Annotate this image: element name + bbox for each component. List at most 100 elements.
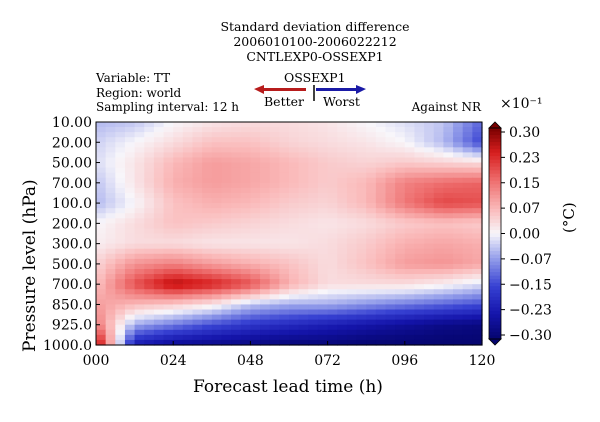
heatmap-cell <box>404 274 416 280</box>
heatmap-cell <box>182 263 194 270</box>
heatmap-cell <box>356 198 367 204</box>
heatmap-cell <box>153 137 165 143</box>
heatmap-cell <box>453 218 464 224</box>
heatmap-cell <box>182 142 194 148</box>
heatmap-cell <box>433 274 444 280</box>
heatmap-cell <box>211 253 223 260</box>
heatmap-cell <box>269 263 280 270</box>
heatmap-cell <box>240 142 251 148</box>
heatmap-cell <box>404 329 416 336</box>
heatmap-cell <box>221 238 232 245</box>
heatmap-cell <box>462 329 473 336</box>
colorbar-scale-factor: ×10⁻¹ <box>500 96 543 112</box>
heatmap-cell <box>356 213 367 219</box>
heatmap-cell <box>260 238 271 245</box>
heatmap-cell <box>173 172 184 179</box>
heatmap-cell <box>240 177 251 184</box>
heatmap-cell <box>395 213 406 219</box>
heatmap-cell <box>462 314 473 321</box>
heatmap-cell <box>144 177 155 184</box>
heatmap-cell <box>366 238 377 245</box>
heatmap-cell <box>269 213 280 219</box>
heatmap-cell <box>375 309 387 316</box>
heatmap-cell <box>124 152 136 159</box>
heatmap-cell <box>395 187 406 194</box>
heatmap-cell <box>221 223 232 230</box>
heatmap-cell <box>327 334 338 341</box>
heatmap-cell <box>462 289 473 295</box>
heatmap-cell <box>317 127 329 133</box>
heatmap-cell <box>192 238 203 245</box>
heatmap-cell <box>298 157 309 164</box>
heatmap-cell <box>231 192 242 199</box>
heatmap-cell <box>96 198 107 204</box>
heatmap-cell <box>462 172 473 179</box>
heatmap-cell <box>202 258 213 265</box>
colorbar-segment <box>489 177 501 182</box>
heatmap-cell <box>424 289 435 295</box>
heatmap-cell <box>163 198 174 204</box>
heatmap-cell <box>240 182 251 189</box>
heatmap-cell <box>202 253 213 260</box>
heatmap-cell <box>163 294 174 300</box>
heatmap-cell <box>124 198 136 204</box>
heatmap-cell <box>317 192 329 199</box>
heatmap-cell <box>308 223 319 230</box>
y-tick-label: 1000.0 <box>43 338 92 354</box>
heatmap-cell <box>327 218 338 224</box>
heatmap-cell <box>163 157 174 164</box>
heatmap-cell <box>443 299 454 306</box>
heatmap-cell <box>240 122 251 128</box>
heatmap-cell <box>250 223 261 230</box>
heatmap-cell <box>124 127 136 133</box>
heatmap-cell <box>279 309 290 316</box>
heatmap-cell <box>105 284 116 290</box>
heatmap-cell <box>105 314 116 321</box>
heatmap-cell <box>308 152 319 159</box>
heatmap-cell <box>453 309 464 316</box>
heatmap-cell <box>231 314 242 321</box>
heatmap-cell <box>163 203 174 209</box>
heatmap-cell <box>96 258 107 265</box>
heatmap-cell <box>337 253 348 260</box>
heatmap-cell <box>424 279 435 285</box>
heatmap-cell <box>202 309 213 316</box>
heatmap-cell <box>337 304 348 311</box>
heatmap-cell <box>163 172 174 179</box>
colorbar-segment <box>489 268 501 273</box>
heatmap-cell <box>308 182 319 189</box>
heatmap-cell <box>269 304 280 311</box>
heatmap-cell <box>153 248 165 255</box>
heatmap-cell <box>192 172 203 179</box>
heatmap-cell <box>231 218 242 224</box>
heatmap-cell <box>231 177 242 184</box>
heatmap-cell <box>337 268 348 275</box>
heatmap-cell <box>134 263 145 270</box>
heatmap-cell <box>462 263 473 270</box>
heatmap-cell <box>211 182 223 189</box>
heatmap-cell <box>395 192 406 199</box>
heatmap-cell <box>308 279 319 285</box>
heatmap-cell <box>182 243 194 250</box>
heatmap-cell <box>443 223 454 230</box>
heatmap-cell <box>231 238 242 245</box>
heatmap-cell <box>182 162 194 169</box>
heatmap-cell <box>260 279 271 285</box>
heatmap-cell <box>308 284 319 290</box>
heatmap-cell <box>289 192 300 199</box>
heatmap-cell <box>124 304 136 311</box>
heatmap-cell <box>96 304 107 311</box>
heatmap-cell <box>433 213 444 219</box>
heatmap-cell <box>308 208 319 214</box>
heatmap-cell <box>153 334 165 341</box>
heatmap-cell <box>182 314 194 321</box>
heatmap-cell <box>202 334 213 341</box>
heatmap-cell <box>404 268 416 275</box>
heatmap-cell <box>115 274 126 280</box>
heatmap-cell <box>433 304 444 311</box>
heatmap-cell <box>424 152 435 159</box>
heatmap-cell <box>327 147 338 154</box>
heatmap-cell <box>414 334 425 341</box>
heatmap-cell <box>250 152 261 159</box>
heatmap-cell <box>182 279 194 285</box>
